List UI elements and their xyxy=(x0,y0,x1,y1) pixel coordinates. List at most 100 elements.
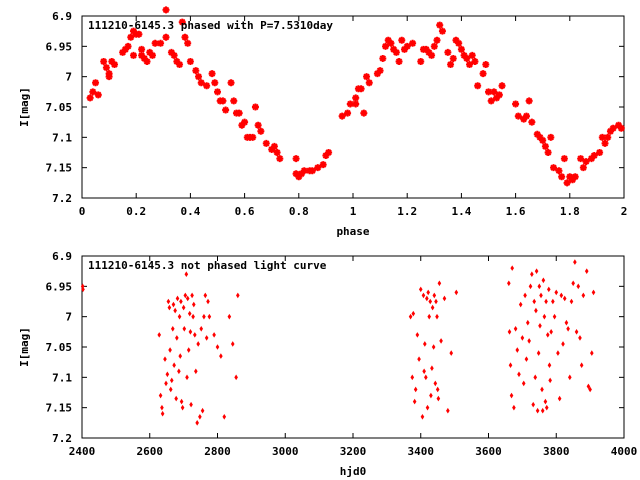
data-point xyxy=(554,289,559,296)
data-point xyxy=(547,133,555,141)
data-point xyxy=(360,109,368,117)
data-point xyxy=(588,386,592,393)
data-point xyxy=(573,259,577,265)
data-point xyxy=(427,313,432,320)
data-point xyxy=(105,73,113,81)
data-point xyxy=(178,353,183,359)
data-point xyxy=(135,30,143,38)
data-point xyxy=(203,292,208,299)
data-point xyxy=(177,313,182,320)
phased-x-tick-label: 1 xyxy=(350,205,357,218)
data-point xyxy=(166,298,171,305)
data-point xyxy=(199,326,204,332)
phased-y-tick-label: 6.9 xyxy=(52,10,72,23)
data-point xyxy=(413,386,418,393)
data-point xyxy=(322,152,330,160)
phased-x-ticks: 0 0.2 0.4 0.6 0.8 1 1.2 1.4 1.6 1.8 2 xyxy=(79,16,627,218)
data-point xyxy=(576,283,581,290)
unphased-y-tick-label: 7.15 xyxy=(46,402,73,415)
data-point xyxy=(241,118,249,126)
data-point xyxy=(424,374,428,381)
data-point xyxy=(463,54,471,62)
data-point xyxy=(584,268,589,274)
data-point xyxy=(495,91,503,99)
data-point xyxy=(185,374,189,381)
phased-x-tick-label: 1.4 xyxy=(451,205,471,218)
data-point xyxy=(183,292,188,299)
data-point xyxy=(466,61,474,69)
data-point xyxy=(524,356,529,362)
data-point xyxy=(170,326,175,332)
data-point xyxy=(578,335,582,341)
unphased-x-tick-label: 3000 xyxy=(272,445,299,458)
data-point xyxy=(555,167,563,175)
phased-x-tick-label: 0.8 xyxy=(289,205,309,218)
data-point xyxy=(352,94,360,102)
unphased-data-points xyxy=(80,259,596,426)
data-point xyxy=(173,58,181,65)
data-point xyxy=(474,82,482,90)
data-point xyxy=(571,280,575,287)
data-point xyxy=(601,139,609,147)
unphased-x-tick-label: 3200 xyxy=(340,445,367,458)
data-point xyxy=(160,404,164,411)
data-point xyxy=(206,298,210,305)
data-point xyxy=(168,386,173,393)
data-point xyxy=(376,67,384,75)
data-point xyxy=(230,341,235,347)
phased-data-points xyxy=(86,6,625,187)
data-point xyxy=(211,79,219,87)
data-point xyxy=(143,58,151,65)
data-point xyxy=(195,73,203,81)
data-point xyxy=(543,398,548,405)
data-point xyxy=(487,97,495,105)
data-point xyxy=(447,61,455,69)
phased-y-ticks: 6.9 6.95 7 7.05 7.1 7.15 7.2 xyxy=(46,10,624,205)
data-point xyxy=(254,121,262,129)
data-point xyxy=(528,283,533,290)
data-point xyxy=(179,398,184,405)
data-point xyxy=(196,341,200,347)
data-point xyxy=(219,353,223,359)
data-point xyxy=(539,292,543,299)
data-point xyxy=(148,51,156,59)
data-point xyxy=(111,61,119,69)
data-point xyxy=(559,292,564,299)
data-point xyxy=(587,155,595,163)
data-point xyxy=(138,45,146,53)
data-point xyxy=(544,298,548,305)
data-point xyxy=(308,167,316,175)
phased-x-tick-label: 0.6 xyxy=(235,205,255,218)
data-point xyxy=(429,392,433,399)
data-point xyxy=(433,36,441,44)
data-point xyxy=(522,112,530,120)
data-point xyxy=(94,91,102,99)
data-point xyxy=(182,326,187,332)
data-point xyxy=(86,94,94,102)
data-point xyxy=(556,350,560,356)
data-point xyxy=(446,407,450,414)
data-point xyxy=(276,155,284,163)
data-point xyxy=(437,280,442,287)
data-point xyxy=(162,33,170,41)
data-point xyxy=(188,329,193,335)
data-point xyxy=(195,420,199,426)
data-point xyxy=(129,51,137,59)
data-point xyxy=(609,124,617,132)
data-point xyxy=(569,298,574,305)
data-point xyxy=(482,61,490,69)
data-point xyxy=(249,133,257,141)
data-point xyxy=(512,100,520,108)
data-point xyxy=(379,54,387,62)
data-point xyxy=(432,292,437,299)
data-point xyxy=(579,362,584,368)
data-point xyxy=(162,6,170,14)
data-point xyxy=(542,313,547,320)
data-point xyxy=(562,295,567,302)
data-point xyxy=(411,310,416,317)
data-point xyxy=(532,298,537,305)
data-point xyxy=(528,118,536,126)
unphased-y-tick-label: 7.1 xyxy=(52,371,72,384)
data-point xyxy=(541,142,549,150)
data-point xyxy=(598,133,606,141)
